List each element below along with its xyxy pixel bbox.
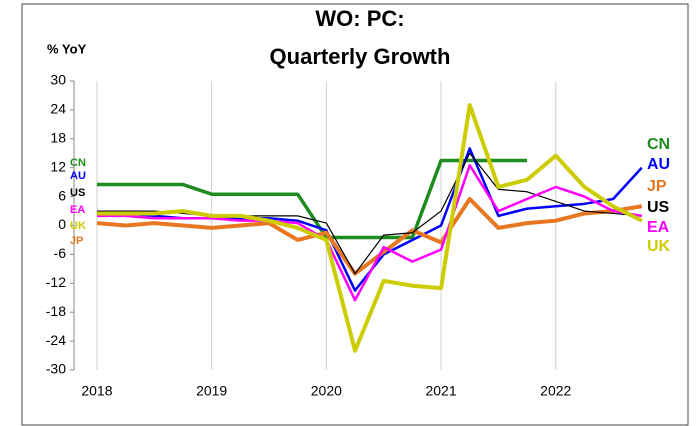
y-tick-label: 12	[50, 158, 66, 174]
legend-label: US	[647, 199, 670, 216]
series-line	[96, 164, 643, 302]
y-tick-label: -30	[46, 361, 66, 377]
legend-label: EA	[70, 204, 85, 216]
legend-label: AU	[647, 156, 670, 173]
y-tick-label: 30	[50, 72, 66, 88]
legend-label: UK	[70, 220, 86, 232]
legend-label: US	[70, 187, 85, 199]
series-line	[96, 103, 643, 353]
legend-label: JP	[70, 235, 83, 247]
legend-label: UK	[647, 238, 671, 255]
series-line	[96, 158, 528, 240]
y-tick-label: -12	[46, 274, 66, 290]
chart-title: Quarterly Growth	[270, 44, 451, 69]
y-tick-label: 18	[50, 130, 66, 146]
legend-label: CN	[70, 157, 86, 169]
y-tick-label: -18	[46, 303, 66, 319]
y-tick-label: -6	[54, 245, 67, 261]
y-tick-label: 24	[50, 101, 66, 117]
x-tick-label: 2019	[196, 383, 227, 399]
x-tick-label: 2018	[81, 383, 112, 399]
legend-label: CN	[647, 136, 670, 153]
y-tick-label: 6	[58, 187, 66, 203]
x-tick-label: 2022	[540, 383, 571, 399]
chart-title: WO: PC:	[315, 6, 404, 31]
y-tick-label: -24	[46, 332, 66, 348]
x-tick-label: 2020	[311, 383, 342, 399]
x-tick-label: 2021	[425, 383, 456, 399]
legend-label: JP	[647, 178, 667, 195]
series-line	[96, 197, 643, 276]
y-axis-label: % YoY	[47, 41, 87, 56]
y-tick-label: 0	[58, 216, 66, 232]
legend-label: EA	[647, 219, 670, 236]
legend-label: AU	[70, 170, 86, 182]
